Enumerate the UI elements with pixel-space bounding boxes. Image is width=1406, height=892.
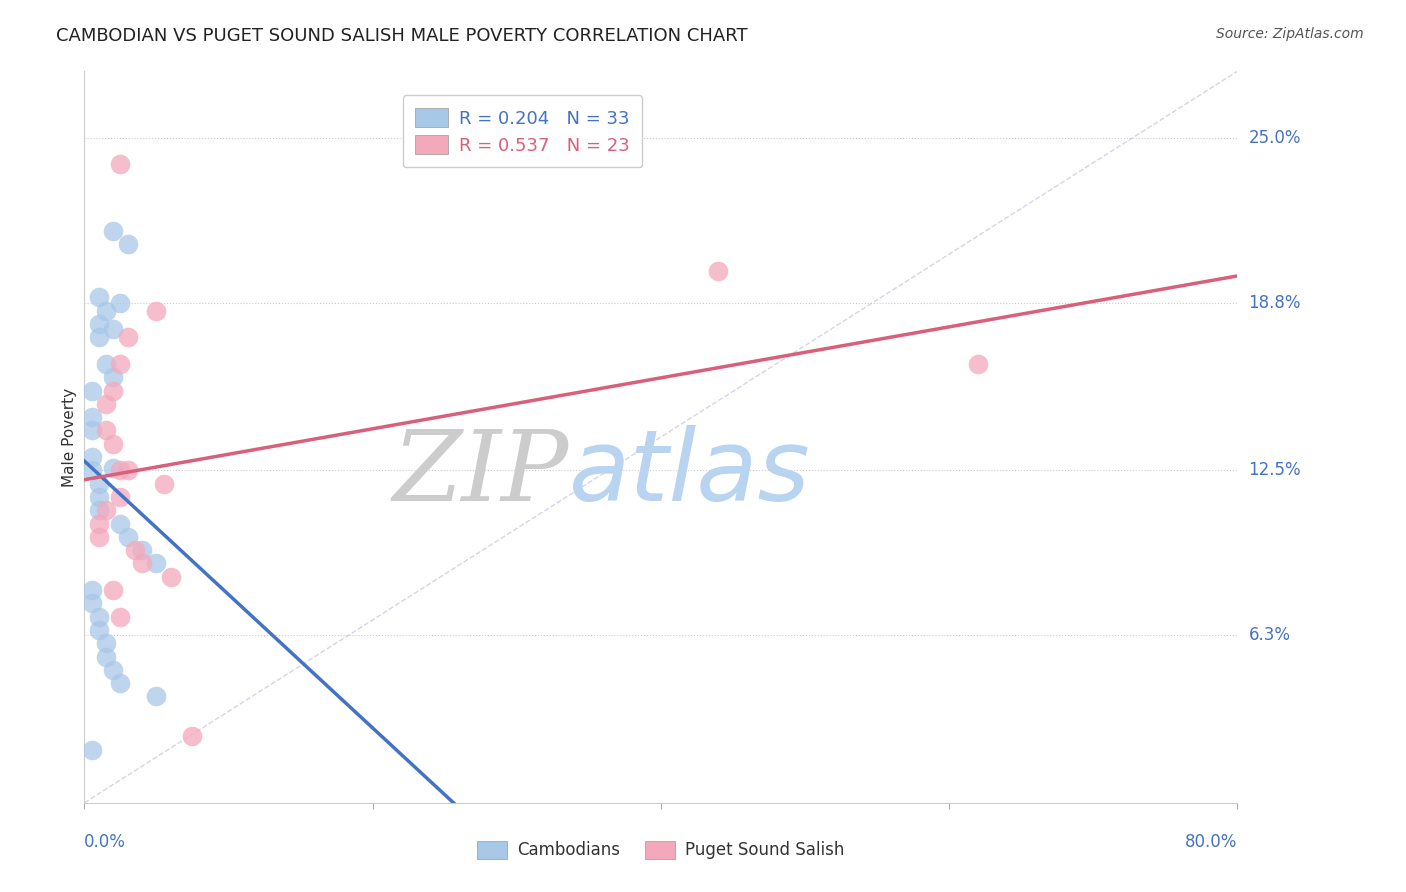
Point	[152, 476, 174, 491]
Point	[87, 516, 110, 531]
Text: 18.8%: 18.8%	[1249, 293, 1301, 312]
Point	[94, 397, 117, 411]
Point	[80, 424, 103, 438]
Point	[124, 543, 146, 558]
Point	[80, 582, 103, 597]
Text: 12.5%: 12.5%	[1249, 461, 1301, 479]
Point	[145, 690, 167, 704]
Legend: Cambodians, Puget Sound Salish: Cambodians, Puget Sound Salish	[468, 832, 853, 868]
Text: Source: ZipAtlas.com: Source: ZipAtlas.com	[1216, 27, 1364, 41]
Point	[117, 330, 139, 344]
Point	[87, 476, 110, 491]
Point	[117, 237, 139, 252]
Point	[103, 370, 124, 384]
Point	[145, 557, 167, 571]
Point	[94, 357, 117, 371]
Point	[103, 322, 124, 336]
Point	[94, 636, 117, 650]
Point	[87, 623, 110, 637]
Point	[94, 503, 117, 517]
Point	[103, 582, 124, 597]
Point	[87, 530, 110, 544]
Point	[131, 543, 153, 558]
Point	[94, 649, 117, 664]
Point	[103, 384, 124, 398]
Point	[80, 742, 103, 756]
Point	[117, 463, 139, 477]
Point	[80, 596, 103, 610]
Point	[160, 570, 183, 584]
Text: CAMBODIAN VS PUGET SOUND SALISH MALE POVERTY CORRELATION CHART: CAMBODIAN VS PUGET SOUND SALISH MALE POV…	[56, 27, 748, 45]
Point	[94, 424, 117, 438]
Point	[87, 290, 110, 304]
Point	[967, 357, 990, 371]
Point	[94, 303, 117, 318]
Point	[145, 303, 167, 318]
Point	[80, 463, 103, 477]
Point	[80, 384, 103, 398]
Point	[110, 357, 132, 371]
Point	[80, 450, 103, 464]
Point	[87, 317, 110, 331]
Point	[110, 609, 132, 624]
Text: 80.0%: 80.0%	[1185, 833, 1237, 851]
Point	[131, 557, 153, 571]
Point	[87, 330, 110, 344]
Point	[110, 463, 132, 477]
Point	[110, 157, 132, 171]
Point	[103, 224, 124, 238]
Point	[110, 676, 132, 690]
Point	[707, 264, 730, 278]
Point	[87, 490, 110, 504]
Point	[110, 295, 132, 310]
Text: 6.3%: 6.3%	[1249, 626, 1291, 644]
Text: ZIP: ZIP	[392, 426, 568, 521]
Point	[103, 460, 124, 475]
Point	[80, 410, 103, 425]
Y-axis label: Male Poverty: Male Poverty	[62, 387, 77, 487]
Point	[117, 530, 139, 544]
Point	[110, 490, 132, 504]
Text: atlas: atlas	[568, 425, 810, 522]
Point	[110, 516, 132, 531]
Point	[87, 503, 110, 517]
Text: 25.0%: 25.0%	[1249, 128, 1301, 147]
Text: 0.0%: 0.0%	[84, 833, 127, 851]
Point	[87, 609, 110, 624]
Point	[103, 436, 124, 450]
Point	[103, 663, 124, 677]
Point	[181, 729, 204, 743]
